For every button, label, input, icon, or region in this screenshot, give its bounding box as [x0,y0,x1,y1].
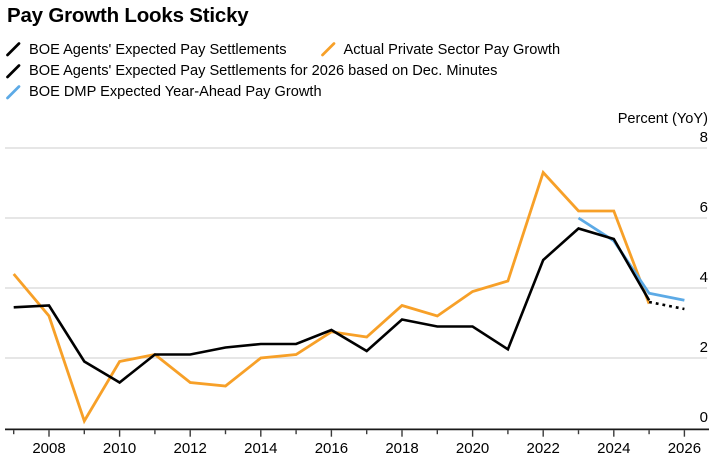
x-tick-label: 2008 [32,440,65,457]
line-swatch-icon [6,85,21,100]
x-tick-label: 2022 [527,440,560,457]
x-tick-label: 2014 [244,440,277,457]
chart-title: Pay Growth Looks Sticky [7,4,249,27]
series-line-2 [648,300,685,311]
series-line-1 [12,169,651,425]
legend-row: BOE DMP Expected Year-Ahead Pay Growth [6,82,560,103]
legend-item-agents-expected: BOE Agents' Expected Pay Settlements [6,42,287,58]
legend-label: Actual Private Sector Pay Growth [343,41,561,58]
legend-item-actual-pay: Actual Private Sector Pay Growth [320,41,561,58]
legend-item-2026-expected: BOE Agents' Expected Pay Settlements for… [6,63,497,79]
legend-label: BOE Agents' Expected Pay Settlements for… [29,63,498,80]
legend-row: BOE Agents' Expected Pay Settlements Act… [6,39,560,60]
y-tick-label: 8 [700,129,708,146]
y-tick-label: 0 [700,409,708,426]
line-swatch-icon [6,42,21,57]
x-tick-label: 2024 [597,440,630,457]
legend-label: BOE DMP Expected Year-Ahead Pay Growth [29,84,322,101]
legend-row: BOE Agents' Expected Pay Settlements for… [6,60,560,81]
x-tick-label: 2016 [315,440,348,457]
y-tick-label: 6 [700,199,708,216]
y-axis-title: Percent (YoY) [617,111,708,127]
line-swatch-icon [320,42,335,57]
legend-label: BOE Agents' Expected Pay Settlements [29,41,287,58]
x-tick-label: 2020 [456,440,489,457]
y-tick-label: 4 [700,269,708,286]
y-tick-label: 2 [700,339,708,356]
x-tick-label: 2026 [668,440,701,457]
x-tick-label: 2012 [174,440,207,457]
x-tick-label: 2018 [385,440,418,457]
series-line-0 [13,227,651,385]
chart-legend: BOE Agents' Expected Pay Settlements Act… [6,39,560,103]
x-tick-label: 2010 [103,440,136,457]
legend-item-dmp-expected: BOE DMP Expected Year-Ahead Pay Growth [6,84,322,100]
line-swatch-icon [6,63,21,78]
